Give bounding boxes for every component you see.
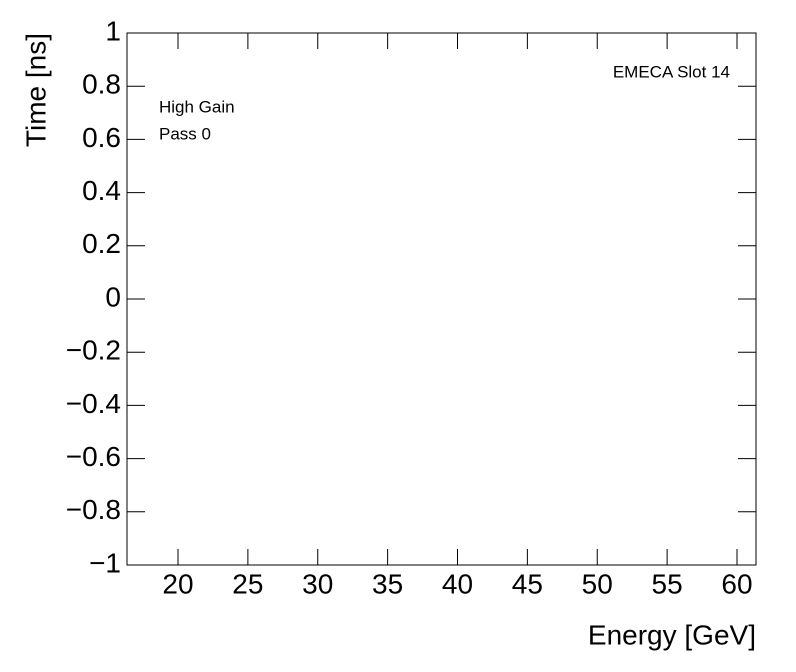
y-tick-label: 0.4	[82, 175, 121, 206]
y-tick-label: 0.8	[82, 69, 121, 100]
y-tick-label: 0.2	[82, 228, 121, 259]
x-tick-label: 60	[721, 568, 752, 599]
y-axis-title: Time [ns]	[20, 33, 51, 147]
x-tick-label: 35	[372, 568, 403, 599]
y-tick-label: 0	[105, 281, 121, 312]
y-tick-label: −0.4	[66, 388, 121, 419]
x-tick-label: 50	[582, 568, 613, 599]
y-tick-label: 0.6	[82, 122, 121, 153]
x-axis-title: Energy [GeV]	[588, 619, 756, 650]
x-tick-label: 40	[442, 568, 473, 599]
x-tick-label: 55	[652, 568, 683, 599]
y-tick-label: −0.6	[66, 441, 121, 472]
annotation: EMECA Slot 14	[613, 62, 730, 81]
y-tick-label: 1	[105, 15, 121, 46]
annotation: Pass 0	[159, 124, 211, 143]
x-tick-label: 20	[162, 568, 193, 599]
x-tick-label: 45	[512, 568, 543, 599]
x-tick-label: 25	[232, 568, 263, 599]
y-tick-label: −0.8	[66, 494, 121, 525]
annotation: High Gain	[159, 97, 235, 116]
x-tick-label: 30	[302, 568, 333, 599]
y-tick-label: −0.2	[66, 335, 121, 366]
y-tick-label: −1	[89, 547, 121, 578]
